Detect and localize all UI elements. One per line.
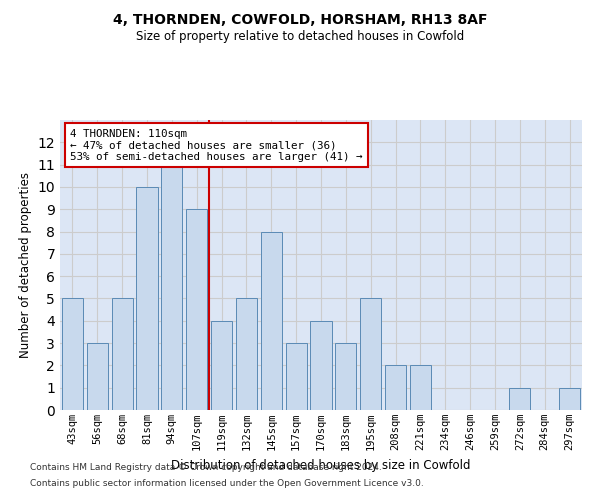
Bar (335, 343, 356, 410)
Bar (112, 298, 133, 410)
Text: Contains public sector information licensed under the Open Government Licence v3: Contains public sector information licen… (30, 478, 424, 488)
Text: Contains HM Land Registry data © Crown copyright and database right 2024.: Contains HM Land Registry data © Crown c… (30, 464, 382, 472)
Bar (261, 232, 282, 410)
Bar (186, 209, 207, 410)
Bar (62, 298, 83, 410)
Y-axis label: Number of detached properties: Number of detached properties (19, 172, 32, 358)
Bar (360, 298, 381, 410)
Bar (136, 187, 158, 410)
Text: 4 THORNDEN: 110sqm
← 47% of detached houses are smaller (36)
53% of semi-detache: 4 THORNDEN: 110sqm ← 47% of detached hou… (70, 128, 363, 162)
Bar (211, 321, 232, 410)
Bar (87, 343, 108, 410)
Bar (509, 388, 530, 410)
Text: 4, THORNDEN, COWFOLD, HORSHAM, RH13 8AF: 4, THORNDEN, COWFOLD, HORSHAM, RH13 8AF (113, 12, 487, 26)
Bar (310, 321, 332, 410)
Text: Size of property relative to detached houses in Cowfold: Size of property relative to detached ho… (136, 30, 464, 43)
Bar (410, 366, 431, 410)
X-axis label: Distribution of detached houses by size in Cowfold: Distribution of detached houses by size … (171, 458, 471, 471)
Bar (161, 164, 182, 410)
Bar (286, 343, 307, 410)
Bar (236, 298, 257, 410)
Bar (385, 366, 406, 410)
Bar (559, 388, 580, 410)
